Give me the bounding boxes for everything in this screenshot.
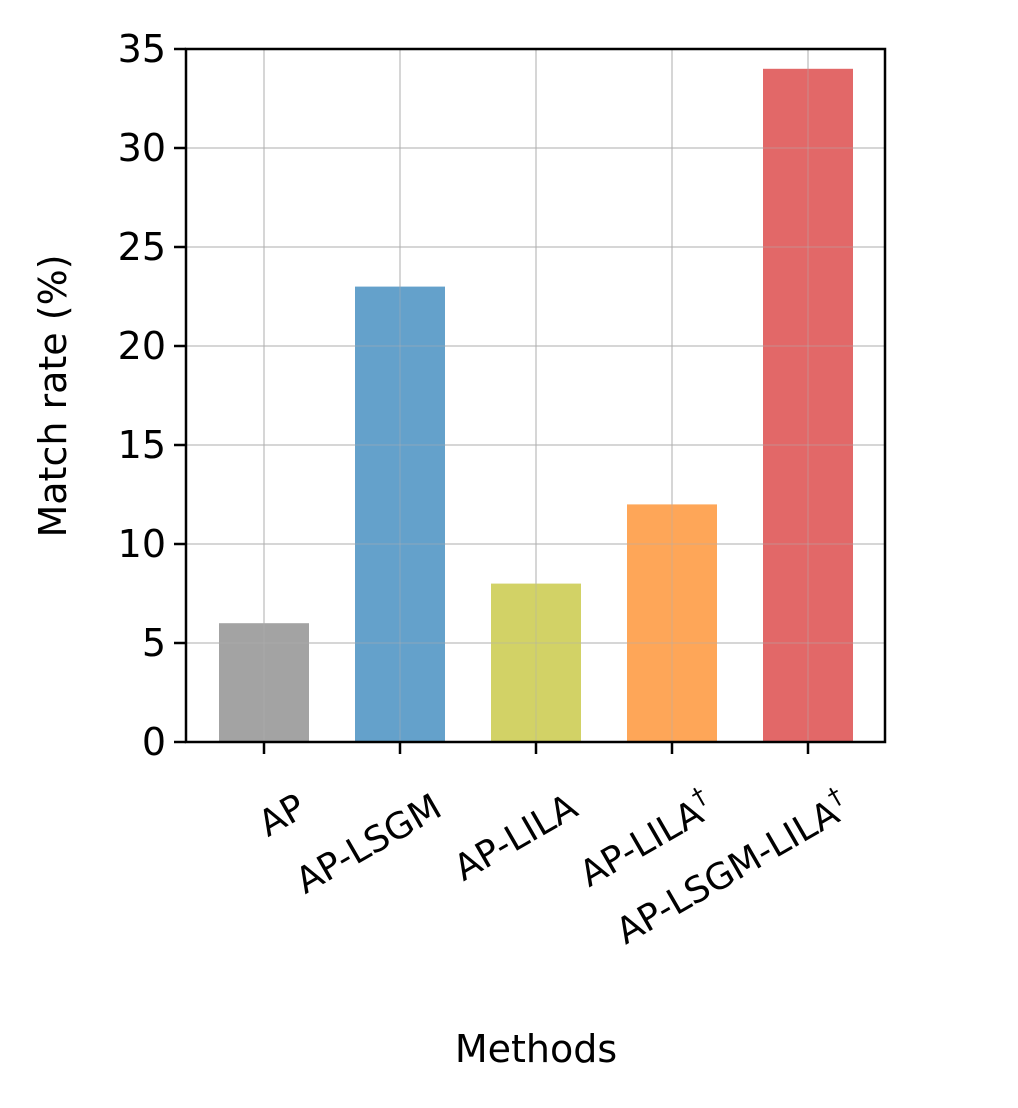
x-tick-label: AP-LSGM (289, 787, 448, 903)
bar (491, 583, 581, 742)
x-tick-label-text: AP-LSGM (289, 787, 448, 903)
x-tick-label-text: AP (252, 787, 313, 846)
y-axis-title: Match rate (%) (31, 254, 75, 537)
y-axis: 0 5 10 15 20 25 30 35 (118, 27, 186, 764)
bar (627, 504, 717, 742)
x-tick-label: AP (252, 787, 313, 846)
x-tick-label-text: AP-LSGM-LILA (609, 792, 846, 952)
y-tick-label: 30 (118, 126, 166, 170)
x-tick-label-group: AP (252, 787, 313, 846)
x-tick-label: AP-LILA (447, 786, 584, 889)
x-tick-label-group: AP-LSGM-LILA† (606, 781, 856, 952)
x-tick-label-group: AP-LILA (447, 786, 584, 889)
y-tick-label: 10 (118, 522, 166, 566)
y-tick-label: 0 (142, 720, 166, 764)
y-tick-label: 15 (118, 423, 166, 467)
x-axis-title: Methods (455, 1027, 617, 1071)
y-tick-label: 20 (118, 324, 166, 368)
bar (219, 623, 309, 742)
y-tick-label: 5 (142, 621, 166, 665)
bar (355, 286, 445, 742)
y-tick-label: 35 (118, 27, 166, 71)
bar-layer (186, 48, 885, 743)
x-tick-label-text: AP-LILA (447, 786, 584, 889)
bar (763, 68, 853, 743)
y-tick-label: 25 (118, 225, 166, 269)
x-tick-label-group: AP-LSGM (289, 787, 448, 903)
x-tick-label: AP-LSGM-LILA† (606, 781, 856, 952)
